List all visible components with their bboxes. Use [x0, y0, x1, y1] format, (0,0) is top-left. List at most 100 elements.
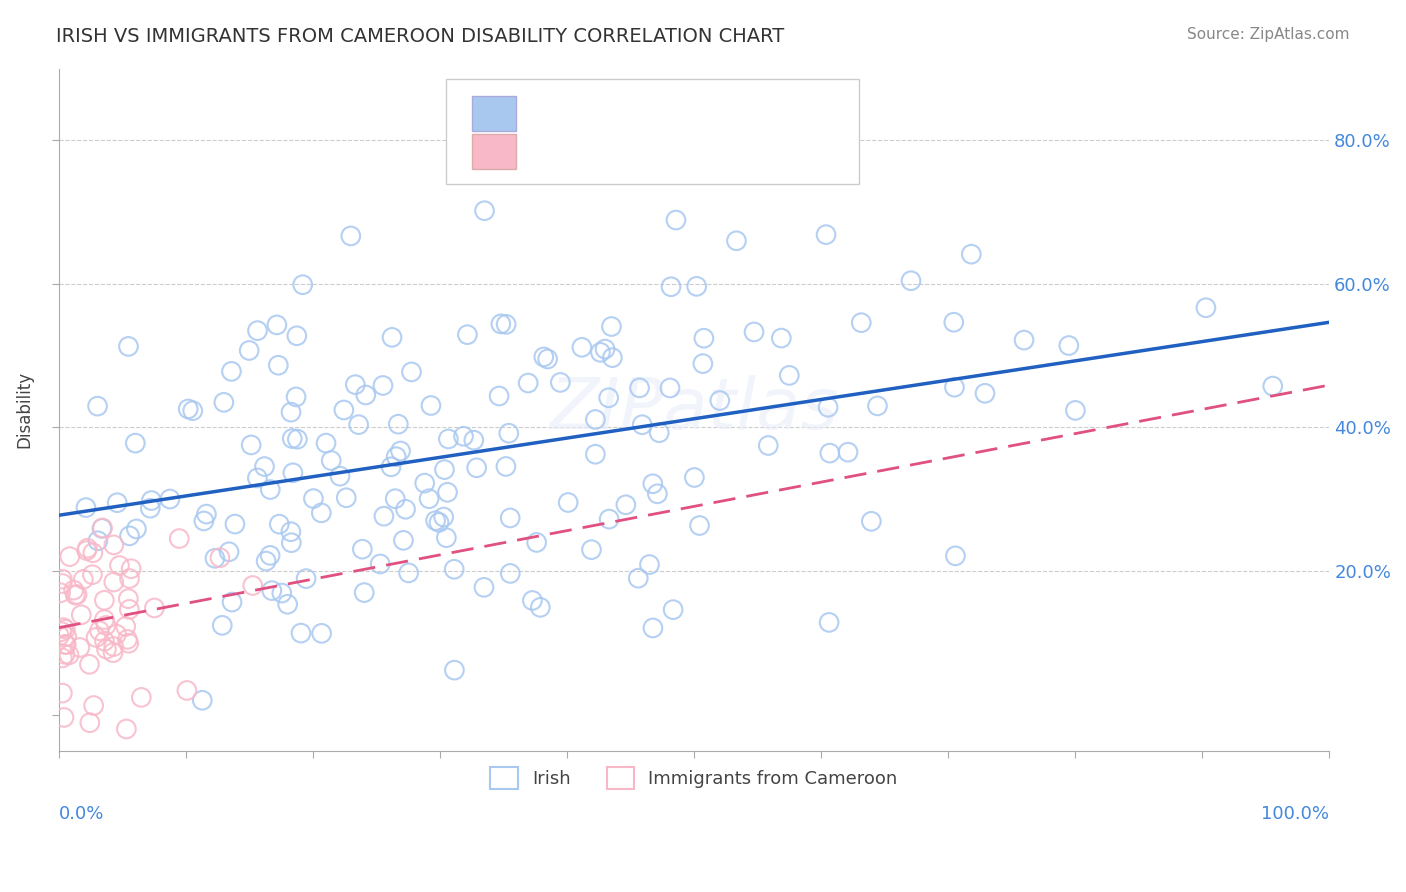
Point — [641, 621, 664, 635]
Text: R = 0.483   N = 163: R = 0.483 N = 163 — [529, 104, 704, 122]
Point — [517, 376, 540, 390]
Point — [942, 315, 965, 329]
FancyBboxPatch shape — [471, 134, 516, 169]
Point — [837, 445, 859, 459]
Point — [238, 343, 260, 358]
Point — [84, 631, 107, 645]
Point — [55, 623, 77, 637]
Point — [103, 574, 125, 589]
Point — [302, 491, 325, 506]
Point — [66, 588, 89, 602]
Point — [218, 545, 240, 559]
Point — [818, 446, 841, 460]
Point — [311, 506, 333, 520]
Point — [321, 453, 343, 467]
Point — [489, 317, 512, 331]
Point — [770, 331, 793, 345]
Point — [1064, 403, 1087, 417]
Point — [108, 558, 131, 573]
Point — [117, 339, 139, 353]
Point — [600, 319, 623, 334]
Y-axis label: Disability: Disability — [15, 371, 32, 448]
Point — [725, 234, 748, 248]
Point — [437, 432, 460, 446]
Point — [495, 318, 517, 332]
Point — [285, 432, 308, 446]
Point — [79, 715, 101, 730]
Point — [143, 601, 166, 615]
Point — [628, 381, 651, 395]
Point — [756, 438, 779, 452]
Point — [93, 634, 115, 648]
Point — [398, 566, 420, 580]
Point — [689, 518, 711, 533]
Point — [118, 636, 141, 650]
Point — [270, 586, 292, 600]
Point — [709, 393, 731, 408]
Point — [221, 595, 243, 609]
Point — [72, 572, 94, 586]
Point — [191, 693, 214, 707]
Point — [384, 491, 406, 506]
Point — [281, 466, 304, 480]
Point — [536, 351, 558, 366]
Point — [488, 389, 510, 403]
Point — [593, 342, 616, 356]
Point — [114, 619, 136, 633]
Point — [176, 683, 198, 698]
Point — [693, 331, 716, 345]
Point — [434, 531, 457, 545]
Point — [581, 542, 603, 557]
Point — [659, 279, 682, 293]
Point — [208, 550, 231, 565]
Text: R = 0.019   N =  57: R = 0.019 N = 57 — [529, 143, 699, 161]
Text: 100.0%: 100.0% — [1261, 805, 1329, 823]
Point — [117, 632, 139, 647]
Point — [280, 524, 302, 539]
Point — [742, 325, 765, 339]
FancyBboxPatch shape — [446, 78, 859, 185]
Point — [380, 459, 402, 474]
Point — [280, 405, 302, 419]
Point — [221, 364, 243, 378]
Point — [427, 516, 450, 530]
Point — [118, 602, 141, 616]
Point — [433, 510, 456, 524]
Point — [665, 213, 688, 227]
Point — [456, 327, 478, 342]
Point — [851, 316, 873, 330]
Point — [472, 580, 495, 594]
Point — [94, 618, 117, 632]
Point — [76, 541, 98, 556]
Point — [75, 500, 97, 515]
Point — [212, 395, 235, 409]
Point — [394, 502, 416, 516]
Point — [413, 476, 436, 491]
Point — [499, 566, 522, 581]
Point — [49, 586, 72, 600]
Point — [974, 386, 997, 401]
Point — [93, 613, 115, 627]
Point — [290, 626, 312, 640]
Point — [51, 624, 73, 639]
Point — [280, 535, 302, 549]
Point — [53, 637, 76, 651]
Point — [960, 247, 983, 261]
Point — [818, 615, 841, 630]
Point — [371, 378, 394, 392]
Point — [259, 549, 281, 563]
Point — [70, 607, 93, 622]
FancyBboxPatch shape — [471, 95, 516, 131]
Point — [465, 460, 488, 475]
Point — [260, 583, 283, 598]
Point — [686, 279, 709, 293]
Point — [125, 522, 148, 536]
Point — [118, 529, 141, 543]
Point — [436, 485, 458, 500]
Point — [240, 438, 263, 452]
Point — [499, 511, 522, 525]
Point — [389, 444, 412, 458]
Point — [246, 324, 269, 338]
Point — [118, 572, 141, 586]
Point — [141, 493, 163, 508]
